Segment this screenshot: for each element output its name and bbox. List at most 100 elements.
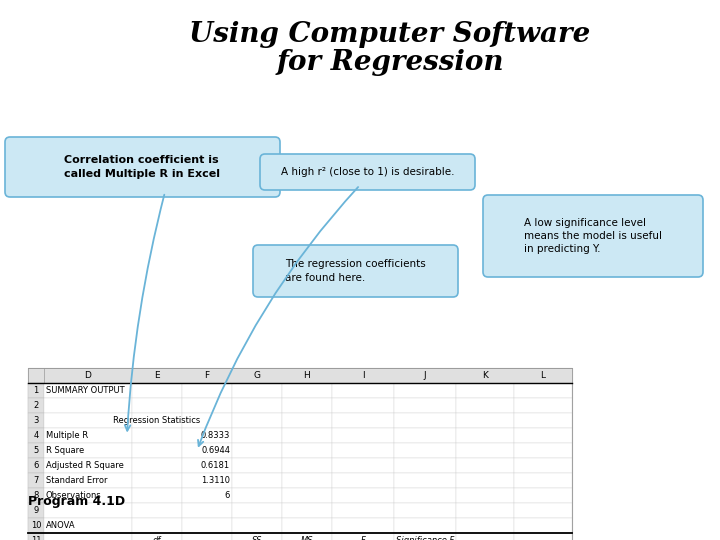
Bar	[132, 398, 182, 413]
Text: L: L	[541, 371, 546, 380]
Text: 0.6181: 0.6181	[201, 461, 230, 470]
Bar	[44, 488, 132, 503]
Bar	[182, 413, 232, 428]
Bar	[232, 488, 282, 503]
Bar	[44, 533, 132, 540]
Bar	[332, 398, 394, 413]
Bar	[132, 458, 182, 473]
Text: K: K	[482, 371, 488, 380]
Bar	[332, 413, 394, 428]
Bar	[282, 443, 332, 458]
Text: The regression coefficients
are found here.: The regression coefficients are found he…	[285, 259, 426, 282]
Text: R Square: R Square	[46, 446, 84, 455]
Text: 4: 4	[33, 431, 39, 440]
Bar	[514, 458, 572, 473]
Bar	[44, 518, 132, 533]
Bar	[394, 488, 456, 503]
Text: Standard Error: Standard Error	[46, 476, 107, 485]
Text: Observations: Observations	[46, 491, 102, 500]
Bar	[182, 488, 232, 503]
Bar	[456, 428, 514, 443]
Bar	[28, 398, 44, 413]
Bar	[456, 398, 514, 413]
Text: for Regression: for Regression	[276, 49, 504, 76]
Bar	[332, 428, 394, 443]
Bar	[514, 503, 572, 518]
Bar	[514, 473, 572, 488]
Text: 5: 5	[33, 446, 39, 455]
Bar	[332, 383, 394, 398]
Bar	[44, 383, 132, 398]
Bar	[514, 533, 572, 540]
Bar	[456, 533, 514, 540]
Text: 6: 6	[33, 461, 39, 470]
Text: SUMMARY OUTPUT: SUMMARY OUTPUT	[46, 386, 125, 395]
Bar	[282, 473, 332, 488]
Bar	[232, 428, 282, 443]
Text: G: G	[253, 371, 261, 380]
Bar	[282, 428, 332, 443]
Bar	[182, 473, 232, 488]
Text: Regression Statistics: Regression Statistics	[113, 416, 201, 425]
Bar	[132, 473, 182, 488]
Bar	[232, 473, 282, 488]
Bar	[456, 458, 514, 473]
Bar	[232, 518, 282, 533]
Bar	[514, 428, 572, 443]
Text: 2: 2	[33, 401, 39, 410]
Bar	[28, 368, 44, 383]
Bar	[132, 503, 182, 518]
Bar	[182, 458, 232, 473]
Bar	[28, 368, 572, 540]
Bar	[232, 443, 282, 458]
Bar	[28, 458, 44, 473]
Bar	[28, 503, 44, 518]
Bar	[132, 518, 182, 533]
Text: 0.8333: 0.8333	[201, 431, 230, 440]
Bar	[514, 383, 572, 398]
Text: F: F	[361, 536, 366, 540]
Bar	[132, 383, 182, 398]
Bar	[514, 443, 572, 458]
Text: 3: 3	[33, 416, 39, 425]
Bar	[44, 458, 132, 473]
Bar	[394, 533, 456, 540]
Text: Correlation coefficient is
called Multiple R in Excel: Correlation coefficient is called Multip…	[65, 156, 220, 179]
Bar	[282, 518, 332, 533]
Bar	[132, 488, 182, 503]
Bar	[282, 458, 332, 473]
Text: I: I	[361, 371, 364, 380]
Bar	[44, 443, 132, 458]
Bar	[28, 533, 44, 540]
Bar	[456, 518, 514, 533]
Text: H: H	[304, 371, 310, 380]
Text: E: E	[154, 371, 160, 380]
Bar	[44, 503, 132, 518]
Bar	[456, 473, 514, 488]
Bar	[28, 383, 44, 398]
Bar	[394, 383, 456, 398]
Bar	[44, 413, 132, 428]
Bar	[282, 533, 332, 540]
Bar	[28, 518, 44, 533]
Bar	[282, 488, 332, 503]
Text: ANOVA: ANOVA	[46, 521, 76, 530]
Text: Program 4.1D: Program 4.1D	[28, 496, 125, 509]
Bar	[44, 398, 132, 413]
Text: Adjusted R Square: Adjusted R Square	[46, 461, 124, 470]
Bar	[332, 533, 394, 540]
Bar	[282, 398, 332, 413]
Text: Using Computer Software: Using Computer Software	[189, 22, 590, 49]
Bar	[394, 458, 456, 473]
Text: MS: MS	[301, 536, 313, 540]
Bar	[132, 428, 182, 443]
Bar	[394, 443, 456, 458]
Bar	[514, 398, 572, 413]
Bar	[182, 398, 232, 413]
Bar	[456, 383, 514, 398]
Text: A high r² (close to 1) is desirable.: A high r² (close to 1) is desirable.	[281, 167, 454, 177]
Bar	[132, 533, 182, 540]
Text: J: J	[423, 371, 426, 380]
Bar	[332, 473, 394, 488]
Bar	[44, 428, 132, 443]
